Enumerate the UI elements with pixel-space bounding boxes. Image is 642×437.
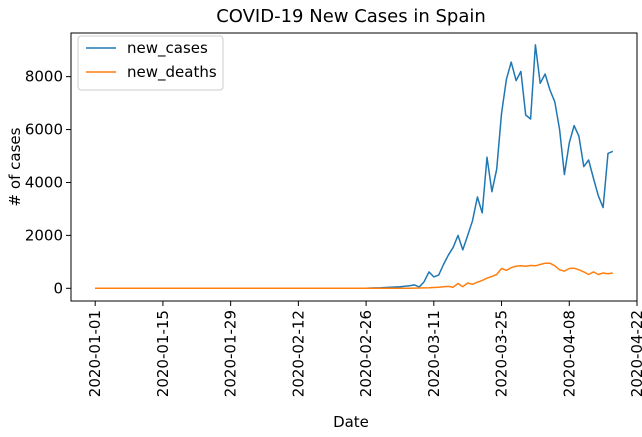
y-tick-label: 2000 xyxy=(25,226,63,244)
x-tick-label: 2020-03-25 xyxy=(493,310,511,397)
y-axis-ticks: 0 2000 4000 6000 8000 xyxy=(25,68,71,297)
legend-label-new_deaths: new_deaths xyxy=(127,63,217,82)
x-tick-label: 2020-02-26 xyxy=(357,310,375,397)
series-lines xyxy=(95,44,614,290)
series-line-new_cases xyxy=(95,44,614,290)
y-tick-label: 0 xyxy=(53,279,63,297)
x-tick-label: 2020-02-12 xyxy=(289,310,307,397)
x-tick-label: 2020-03-11 xyxy=(425,310,443,397)
legend: new_cases new_deaths xyxy=(77,35,224,91)
plot-area xyxy=(70,32,638,302)
y-tick-label: 6000 xyxy=(25,121,63,139)
x-tick-label: 2020-01-29 xyxy=(222,310,240,397)
y-tick-label: 8000 xyxy=(25,68,63,86)
y-axis-label: # of cases xyxy=(6,127,24,206)
legend-box xyxy=(77,35,224,91)
x-tick-label: 2020-04-22 xyxy=(628,310,642,397)
x-axis-label: Date xyxy=(333,413,369,431)
chart-title: COVID-19 New Cases in Spain xyxy=(216,6,486,27)
x-tick-label: 2020-01-15 xyxy=(154,310,172,397)
plot-frame xyxy=(70,32,638,302)
series-line-new_deaths xyxy=(95,262,613,290)
y-tick-label: 4000 xyxy=(25,173,63,191)
legend-label-new_cases: new_cases xyxy=(127,39,208,58)
x-axis-ticks: 2020-01-01 2020-01-15 2020-01-29 2020-02-12… xyxy=(86,301,642,397)
x-tick-label: 2020-04-08 xyxy=(560,310,578,397)
x-tick-label: 2020-01-01 xyxy=(86,310,104,397)
